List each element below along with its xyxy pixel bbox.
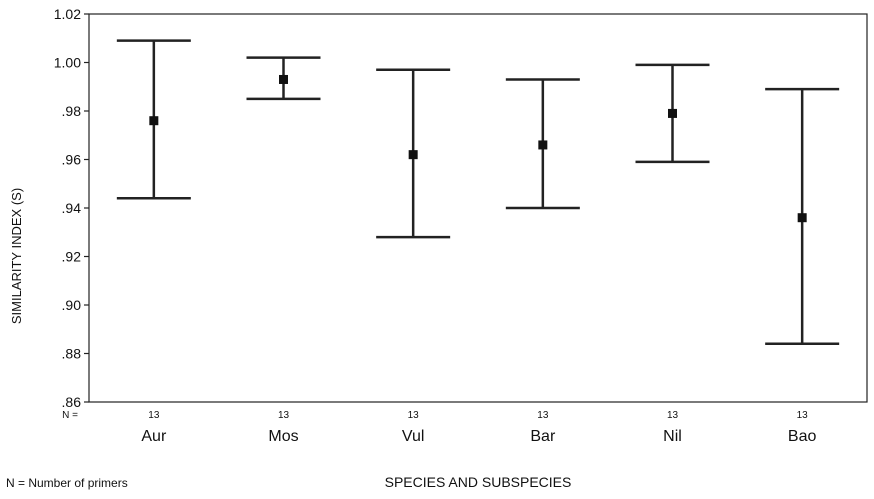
y-tick-label: 1.02 [54, 6, 81, 22]
x-tick-label: Mos [268, 428, 298, 445]
y-axis: .86 .88 .90 .92 .94 .96 .98 1.00 1.02 [54, 6, 89, 410]
y-tick-label: .92 [62, 249, 82, 265]
n-count-label: 13 [148, 410, 160, 421]
n-label: N = [62, 410, 78, 421]
y-tick-label: .86 [62, 394, 82, 410]
x-tick-label: Bar [530, 428, 556, 445]
y-tick-label: 1.00 [54, 55, 81, 71]
y-tick-label: .94 [62, 200, 82, 216]
footnote: N = Number of primers [6, 476, 128, 490]
x-tick-label: Vul [402, 428, 425, 445]
n-count-label: 13 [667, 410, 679, 421]
y-tick-label: .96 [62, 152, 82, 168]
x-tick-label: Bao [788, 428, 817, 445]
n-count-label: 13 [408, 410, 420, 421]
y-tick-label: .88 [62, 346, 82, 362]
mean-marker [408, 150, 418, 160]
n-count-label: 13 [278, 410, 290, 421]
n-count-label: 13 [797, 410, 809, 421]
mean-marker [149, 116, 159, 126]
x-axis-label: SPECIES AND SUBSPECIES [385, 474, 572, 490]
mean-marker [538, 140, 548, 150]
errorbar-series [116, 39, 840, 346]
y-axis-label: SIMILARITY INDEX (S) [9, 188, 24, 324]
mean-marker [797, 213, 807, 223]
x-axis: 13 Aur 13 Mos 13 Vul 13 Bar 13 Nil 13 Bao [141, 410, 816, 445]
y-tick-label: .98 [62, 103, 82, 119]
x-tick-label: Nil [663, 428, 682, 445]
y-tick-label: .90 [62, 297, 82, 313]
n-count-label: 13 [537, 410, 549, 421]
plot-area [88, 13, 868, 403]
mean-marker [668, 108, 677, 118]
x-tick-label: Aur [141, 428, 167, 445]
plot-frame [88, 13, 868, 403]
mean-marker [279, 74, 288, 84]
